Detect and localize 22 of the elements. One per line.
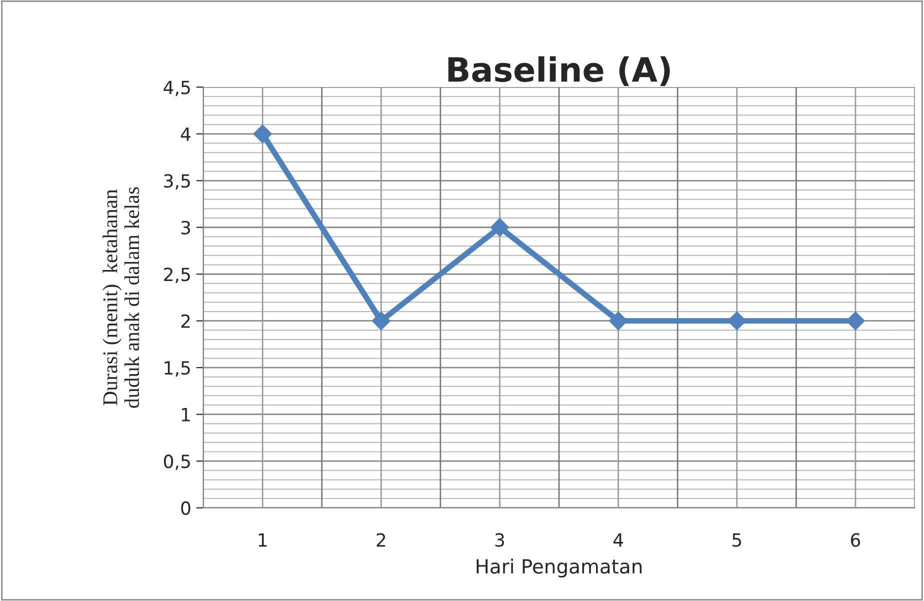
y-tick-label: 0,5 <box>164 454 190 470</box>
x-axis-title: Hari Pengamatan <box>476 558 642 578</box>
x-tick-label: 1 <box>258 533 267 547</box>
y-tick-label: 1 <box>182 408 190 422</box>
x-tick-label: 4 <box>613 533 624 547</box>
y-tick-label: 2,5 <box>164 268 190 284</box>
x-tick-label: 3 <box>495 533 504 547</box>
point <box>253 124 272 144</box>
x-tick-label: 6 <box>850 533 860 547</box>
y-tick-label: 0 <box>181 501 190 515</box>
y-tick-label: 3,5 <box>164 174 190 190</box>
point <box>490 218 510 237</box>
point <box>372 312 391 330</box>
y-tick-label: 4 <box>180 128 190 141</box>
y-axis-title: Durasi (menit) ketahanan duduk anak di dalam kelas <box>102 187 140 408</box>
y-tick-label: 2 <box>181 314 190 328</box>
x-tick-label: 2 <box>376 533 386 547</box>
y-tick-label: 1,5 <box>164 361 190 377</box>
chart-title: Baseline (A) <box>448 56 670 86</box>
y-tick-label: 3 <box>181 220 190 234</box>
x-tick-label: 5 <box>732 533 742 547</box>
y-tick-label: 4,5 <box>164 80 190 96</box>
